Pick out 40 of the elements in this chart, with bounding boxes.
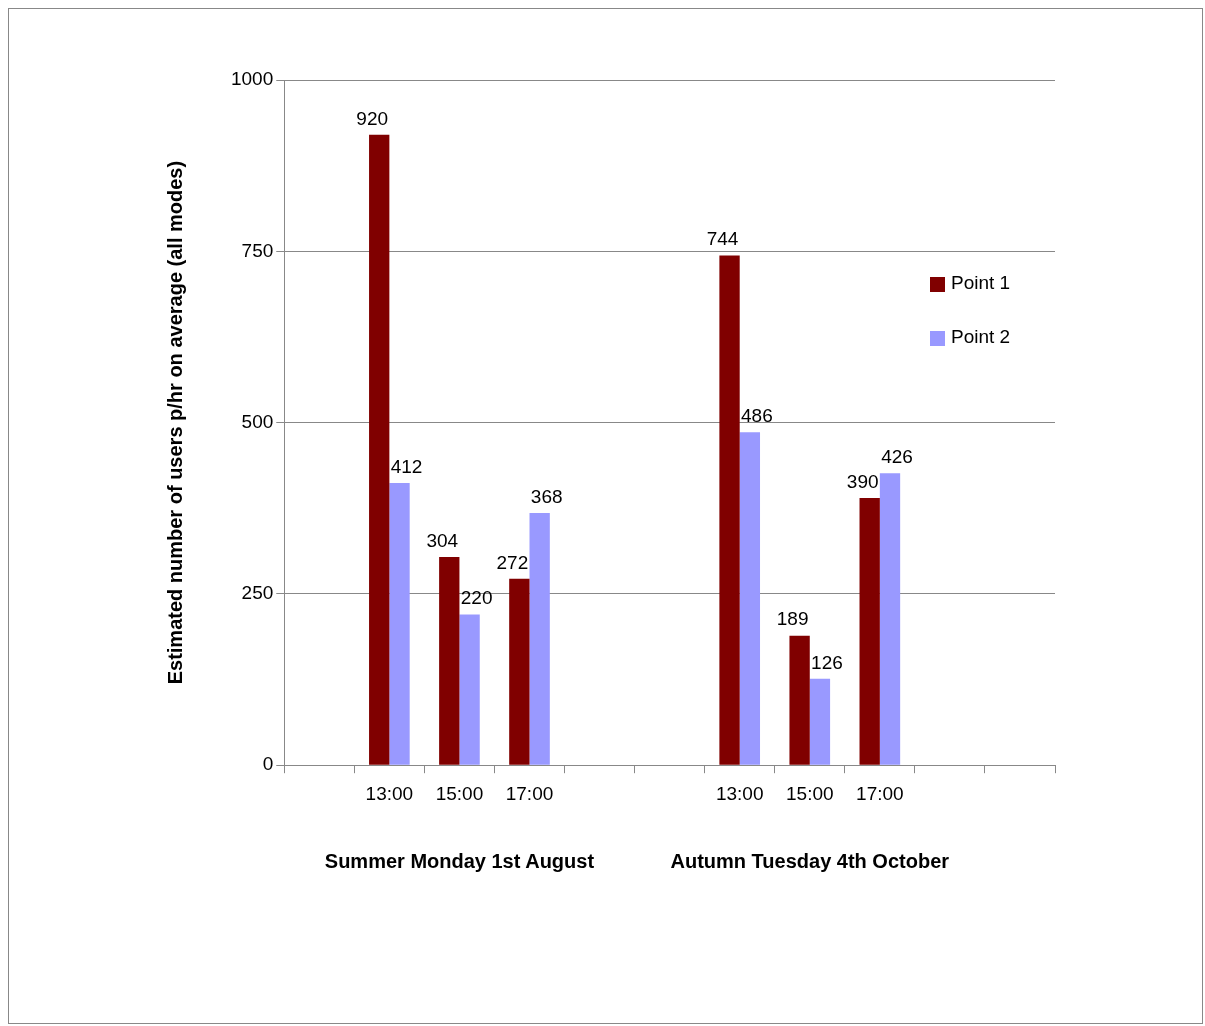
- y-tick-label: 1000: [230, 68, 274, 90]
- data-label: 486: [741, 404, 773, 426]
- x-tick-label: 17:00: [505, 782, 554, 804]
- data-label: 220: [460, 587, 493, 609]
- y-tick-label: 250: [241, 582, 274, 604]
- bar: [439, 556, 460, 765]
- data-label: 390: [846, 470, 879, 492]
- legend-label: Point 2: [951, 326, 1011, 348]
- y-tick-label: 0: [262, 753, 274, 775]
- bar: [719, 255, 740, 765]
- x-tick-label: 13:00: [715, 782, 764, 804]
- bar: [859, 497, 880, 765]
- bar: [509, 578, 530, 765]
- bar: [789, 635, 810, 765]
- bar: [879, 473, 901, 765]
- data-label: 920: [356, 107, 389, 129]
- bar: [389, 482, 410, 765]
- x-tick-label: 15:00: [785, 782, 834, 804]
- data-label: 368: [530, 485, 563, 507]
- legend-label: Point 1: [951, 272, 1011, 294]
- data-label: 744: [706, 228, 739, 250]
- text: Summer Monday 1st August: [324, 849, 595, 872]
- data-label: 426: [881, 446, 913, 468]
- y-tick-label: 750: [241, 239, 274, 261]
- text: Autumn Tuesday 4th October: [670, 849, 950, 872]
- bar: [809, 678, 831, 765]
- y-tick-label: 500: [241, 410, 274, 432]
- bar: [459, 614, 480, 765]
- x-tick-label: 17:00: [856, 782, 904, 804]
- bar: [739, 432, 761, 765]
- data-label: 304: [426, 529, 459, 551]
- bar: [369, 134, 390, 765]
- x-tick-label: 13:00: [365, 782, 414, 804]
- y-axis-title: Estimated number of users p/hr on average (all modes): [163, 160, 186, 685]
- data-label: 272: [496, 551, 529, 573]
- x-tick-label: 15:00: [435, 782, 484, 804]
- bar: [529, 513, 550, 765]
- data-label: 412: [390, 455, 423, 477]
- data-label: 189: [776, 608, 809, 630]
- data-label: 126: [811, 651, 843, 673]
